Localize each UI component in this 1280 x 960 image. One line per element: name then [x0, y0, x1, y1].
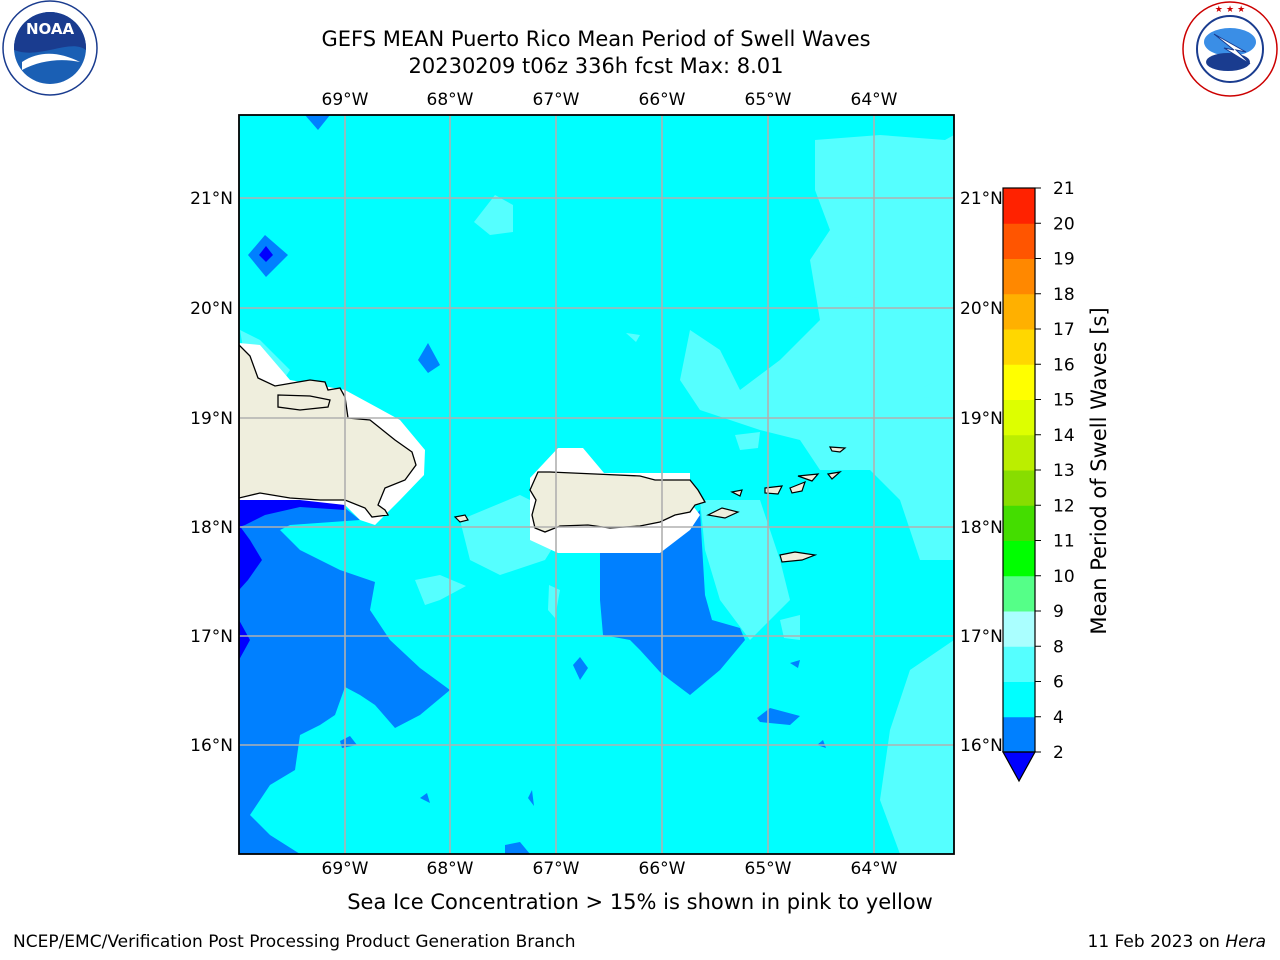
map-area [239, 115, 954, 854]
lon-labels-bottom: 69°W 68°W 67°W 66°W 65°W 64°W [322, 859, 898, 879]
lat-label-right: 18°N [960, 518, 1003, 538]
colorbar-tick-label: 12 [1053, 496, 1075, 516]
colorbar-tick-label: 15 [1053, 391, 1075, 411]
lat-label-left: 17°N [190, 627, 233, 647]
colorbar-segment [1003, 434, 1035, 471]
lat-label-left: 20°N [190, 299, 233, 319]
lon-label-bottom: 69°W [322, 859, 369, 879]
colorbar-tick-label: 17 [1053, 320, 1075, 340]
mona-island [453, 514, 469, 523]
lat-label-left: 16°N [190, 736, 233, 756]
lat-labels-right: 21°N 20°N 19°N 18°N 17°N 16°N [960, 189, 1003, 756]
colorbar-ticks: 2 4 6 8 9 10 11 12 13 14 15 16 17 18 19 20 21 [1035, 179, 1075, 763]
lon-labels-top: 69°W 68°W 67°W 66°W 65°W 64°W [322, 90, 898, 110]
colorbar-segment [1003, 188, 1035, 224]
noaa-logo: NOAA [2, 0, 98, 96]
colorbar-segment [1003, 540, 1035, 577]
lat-label-right: 17°N [960, 627, 1003, 647]
lon-label-bottom: 67°W [533, 859, 580, 879]
chart-title: GEFS MEAN Puerto Rico Mean Period of Swe… [321, 27, 871, 51]
colorbar-tick-label: 16 [1053, 355, 1075, 375]
lat-lon-grid [239, 115, 954, 854]
colorbar-tick-label: 13 [1053, 461, 1075, 481]
lon-label-bottom: 66°W [639, 859, 686, 879]
colorbar-segment [1003, 646, 1035, 682]
colorbar-segment [1003, 681, 1035, 718]
lon-label-top: 68°W [427, 90, 474, 110]
footer-date: 11 Feb 2023 on Hera [1088, 932, 1266, 952]
colorbar-tick-label: 6 [1053, 673, 1064, 693]
sea-ice-note: Sea Ice Concentration > 15% is shown in … [347, 890, 933, 914]
lat-label-right: 20°N [960, 299, 1003, 319]
lat-label-left: 21°N [190, 189, 233, 209]
colorbar-tick-label: 9 [1053, 602, 1064, 622]
lon-label-top: 66°W [639, 90, 686, 110]
nws-logo: ★ ★ ★ [1182, 1, 1278, 97]
contour-2-4 [239, 246, 345, 660]
colorbar-tick-label: 18 [1053, 285, 1075, 305]
lat-labels-left: 21°N 20°N 19°N 18°N 17°N 16°N [190, 189, 233, 756]
colorbar-tick-label: 10 [1053, 567, 1075, 587]
colorbar-tick-label: 14 [1053, 426, 1075, 446]
footer-host: Hera [1225, 932, 1266, 952]
colorbar-tick-label: 20 [1053, 214, 1075, 234]
lat-label-left: 19°N [190, 409, 233, 429]
gonave-island [277, 394, 331, 411]
lat-label-right: 21°N [960, 189, 1003, 209]
lon-label-top: 69°W [322, 90, 369, 110]
colorbar-tick-label: 21 [1053, 179, 1075, 199]
lon-label-bottom: 64°W [851, 859, 898, 879]
lon-label-top: 67°W [533, 90, 580, 110]
colorbar-tick-label: 4 [1053, 708, 1064, 728]
lon-label-top: 64°W [851, 90, 898, 110]
hispaniola-land [239, 344, 417, 518]
colorbar-frame [1002, 187, 1036, 753]
colorbar-tick-label: 8 [1053, 637, 1064, 657]
colorbar-segment [1003, 470, 1035, 506]
colorbar-segment [1003, 364, 1035, 400]
colorbar-tick-label: 2 [1053, 743, 1064, 763]
virgin-islands [706, 446, 847, 563]
colorbar-segment [1003, 223, 1035, 259]
colorbar-segment [1003, 716, 1035, 753]
colorbar-segments [1003, 188, 1035, 753]
colorbar-segment [1003, 329, 1035, 365]
colorbar-tick-label: 19 [1053, 250, 1075, 270]
colorbar-under-triangle [1001, 751, 1037, 783]
colorbar-segment [1003, 505, 1035, 541]
lon-label-bottom: 65°W [745, 859, 792, 879]
lat-label-right: 16°N [960, 736, 1003, 756]
colorbar-title: Mean Period of Swell Waves [s] [1087, 307, 1111, 634]
lat-label-right: 19°N [960, 409, 1003, 429]
svg-text:★ ★ ★: ★ ★ ★ [1215, 5, 1245, 15]
lon-label-top: 65°W [745, 90, 792, 110]
colorbar-segment [1003, 258, 1035, 295]
colorbar: 2 4 6 8 9 10 11 12 13 14 15 16 17 18 19 20 21 Mean Perio… [1001, 179, 1111, 783]
lat-label-left: 18°N [190, 518, 233, 538]
chart-subtitle: 20230209 t06z 336h fcst Max: 8.01 [408, 54, 784, 78]
colorbar-tick-label: 11 [1053, 532, 1075, 552]
footer-date-text: 11 Feb 2023 on [1087, 932, 1226, 952]
colorbar-segment [1003, 399, 1035, 436]
colorbar-segment [1003, 575, 1035, 612]
noaa-logo-text: NOAA [26, 20, 75, 38]
lon-label-bottom: 68°W [427, 859, 474, 879]
colorbar-segment [1003, 293, 1035, 330]
colorbar-segment [1003, 611, 1035, 647]
footer-credit: NCEP/EMC/Verification Post Processing Pr… [13, 932, 576, 952]
map-frame [238, 114, 955, 855]
